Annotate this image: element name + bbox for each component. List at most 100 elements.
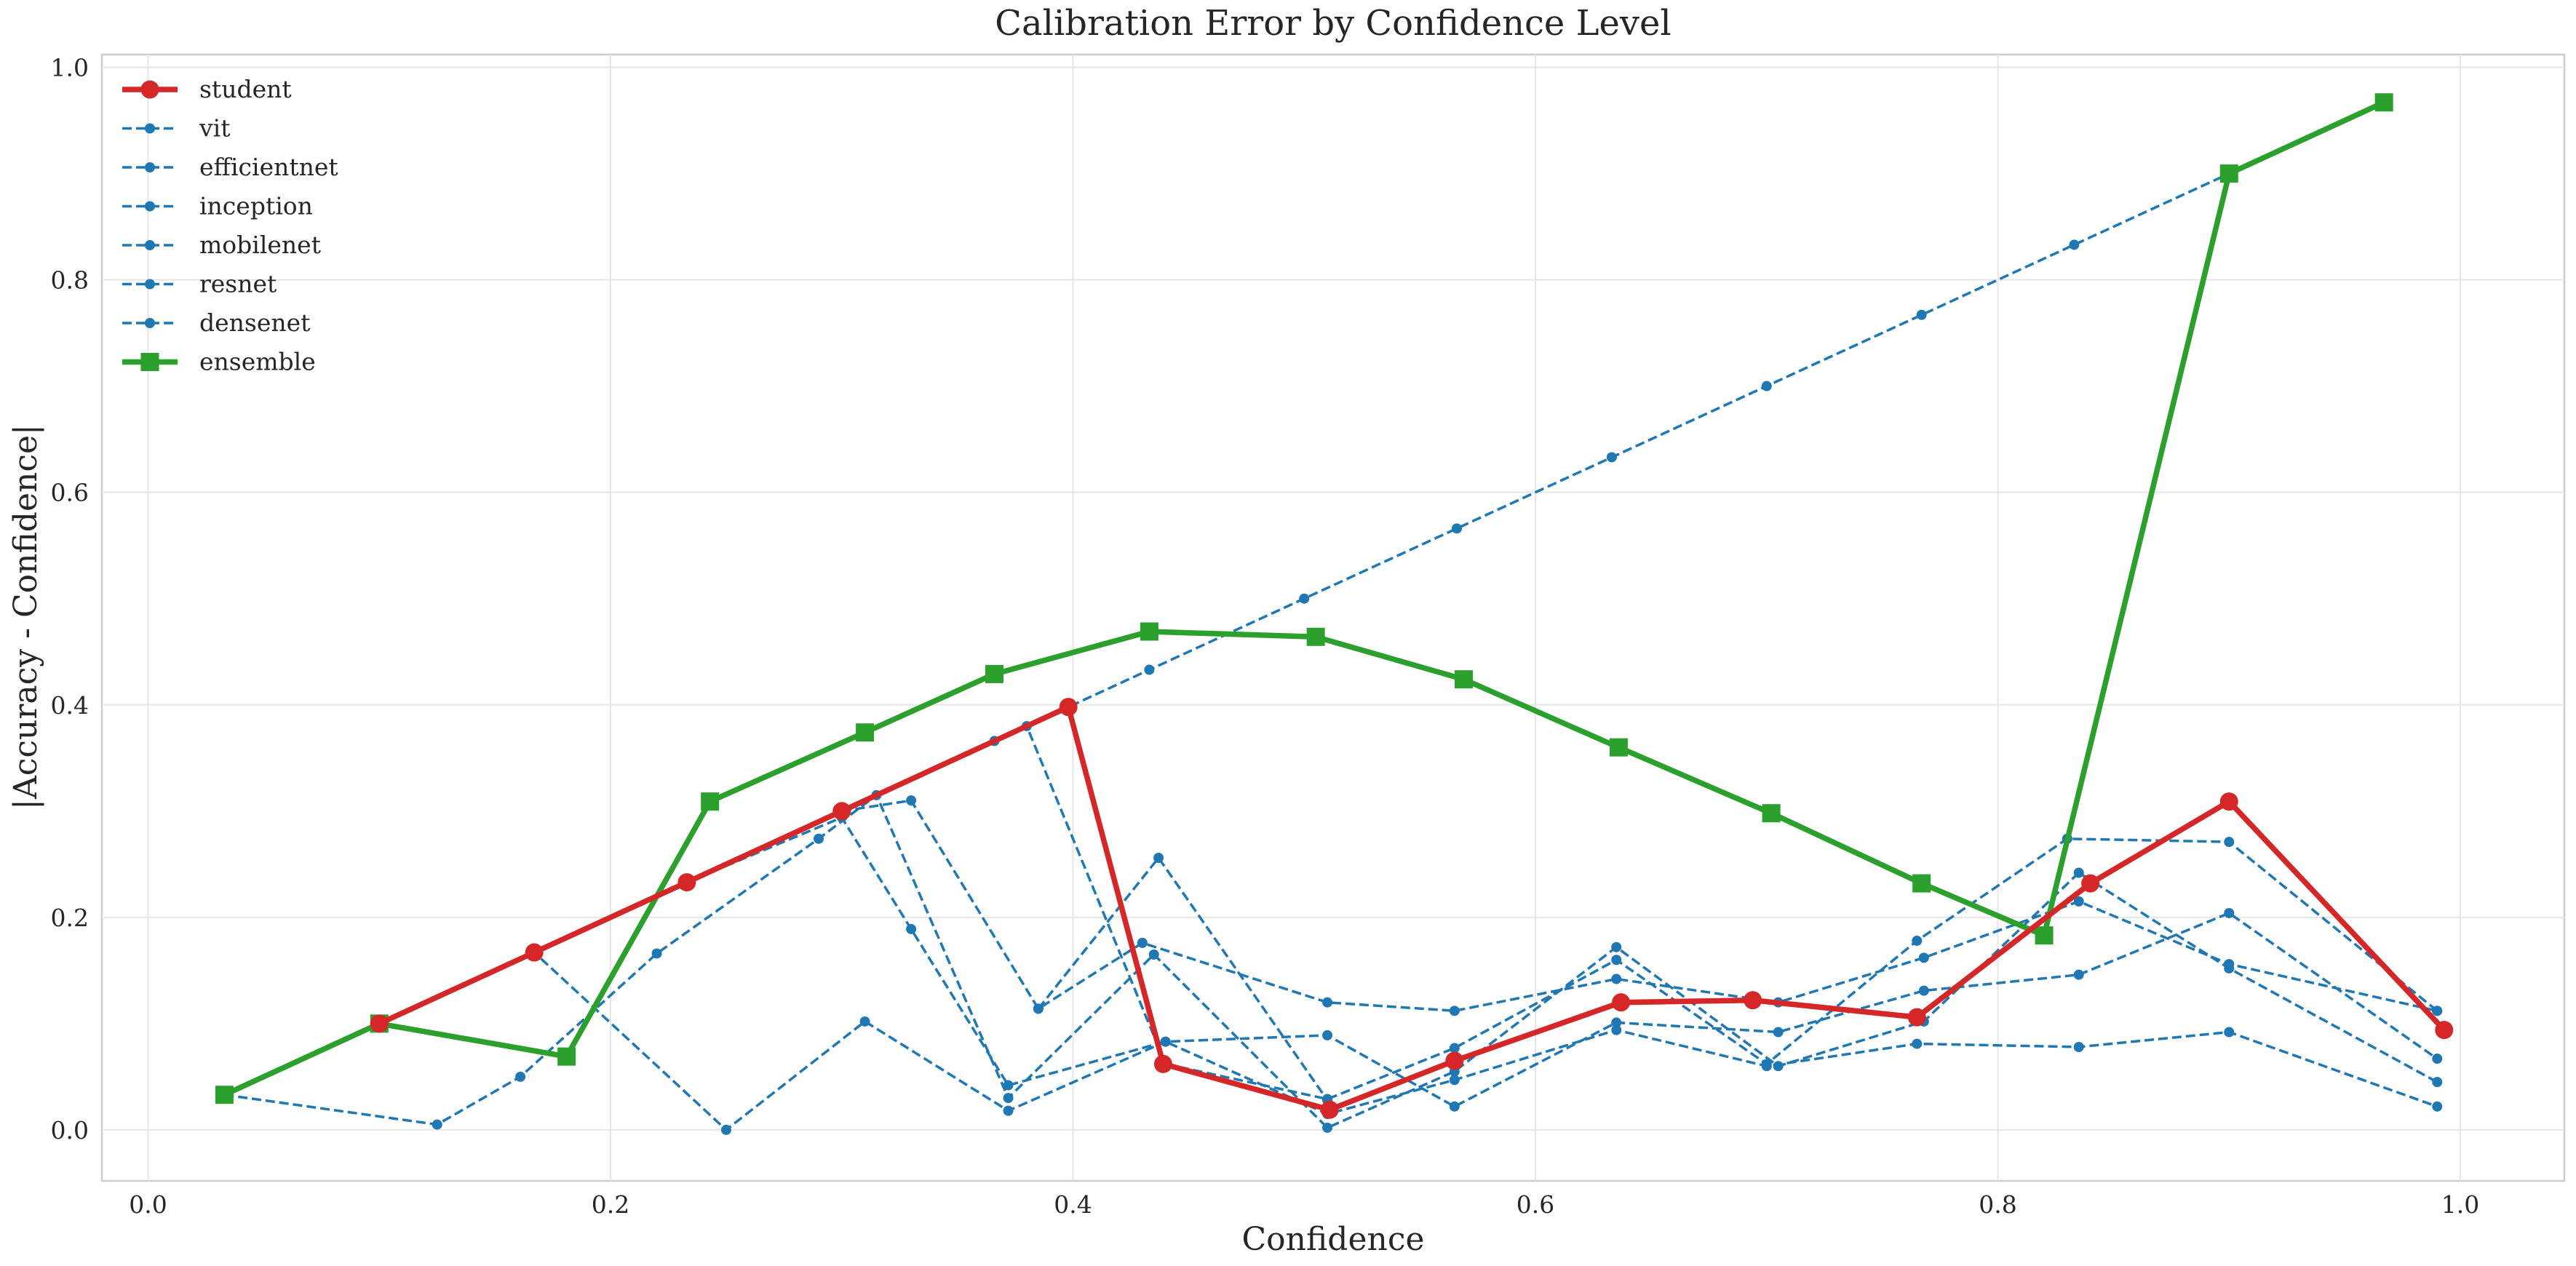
legend: student vit efficientnet inception mobilenet…: [122, 75, 338, 376]
data-point: [1153, 853, 1164, 864]
data-point: [1918, 985, 1929, 996]
data-point: [1003, 1105, 1014, 1116]
x-tick-label: 1.0: [2441, 1190, 2479, 1219]
data-point: [2224, 1027, 2235, 1038]
x-tick-label: 0.2: [592, 1190, 629, 1219]
data-point: [1003, 1093, 1014, 1104]
x-tick-label: 0.0: [129, 1190, 167, 1219]
data-point: [2073, 969, 2084, 980]
data-point: [1299, 593, 1310, 604]
y-tick-label: 1.0: [51, 54, 89, 82]
legend-label: mobilenet: [199, 231, 321, 259]
legend-label: inception: [199, 192, 313, 220]
data-point: [525, 943, 544, 962]
series-layer: [215, 93, 2454, 1135]
data-point: [1762, 804, 1781, 823]
data-point: [1606, 452, 1617, 463]
data-point: [1912, 935, 1923, 946]
x-axis-title: Confidence: [1241, 1221, 1424, 1258]
data-point: [1445, 1051, 1464, 1070]
legend-item-student: student: [122, 75, 292, 103]
data-point: [1322, 997, 1333, 1008]
data-point: [1322, 1030, 1333, 1040]
data-point: [2224, 837, 2235, 848]
data-point: [1449, 1075, 1460, 1086]
data-point: [2224, 907, 2235, 918]
data-point: [832, 802, 851, 821]
legend-marker: [145, 279, 155, 290]
data-point: [1140, 622, 1158, 641]
data-point: [2081, 874, 2100, 893]
data-point: [856, 723, 875, 742]
y-axis-title: |Accuracy - Confidence|: [7, 424, 44, 810]
legend-item-ensemble: ensemble: [122, 348, 316, 376]
data-point: [1611, 955, 1622, 966]
data-point: [1609, 738, 1628, 757]
legend-label: resnet: [199, 270, 277, 298]
legend-label: vit: [199, 114, 230, 143]
data-point: [1449, 1006, 1460, 1016]
legend-label: student: [199, 75, 292, 103]
data-point: [1611, 941, 1622, 952]
data-point: [2073, 896, 2084, 907]
data-point: [2374, 93, 2393, 112]
legend-marker: [140, 353, 159, 371]
data-point: [2432, 1101, 2443, 1112]
x-tick-label: 0.8: [1979, 1190, 2016, 1219]
data-point: [1918, 952, 1929, 963]
data-point: [906, 923, 917, 934]
data-point: [906, 795, 917, 806]
data-point: [1611, 974, 1622, 984]
data-point: [1611, 1017, 1622, 1028]
data-point: [1320, 1100, 1339, 1119]
data-point: [677, 873, 696, 892]
series-mobilenet: [374, 907, 2443, 1135]
data-point: [2432, 1054, 2443, 1064]
series-line-mobilenet: [378, 912, 2438, 1131]
data-point: [557, 1047, 576, 1066]
data-point: [1912, 874, 1931, 893]
data-point: [1003, 1080, 1014, 1091]
series-ensemble: [215, 93, 2393, 1104]
data-point: [1449, 1101, 1460, 1112]
data-point: [2432, 1006, 2443, 1016]
y-tick-labels: 0.0 0.2 0.4 0.6 0.8 1.0: [51, 54, 89, 1144]
data-point: [701, 792, 720, 811]
data-point: [1451, 523, 1462, 534]
data-point: [2035, 926, 2054, 945]
legend-marker: [145, 201, 155, 212]
series-line-extra: [1037, 856, 1329, 1102]
data-point: [985, 664, 1004, 683]
data-point: [2073, 867, 2084, 878]
x-tick-label: 0.4: [1054, 1190, 1092, 1219]
data-point: [1144, 664, 1155, 675]
y-tick-label: 0.2: [51, 904, 89, 932]
chart-title: Calibration Error by Confidence Level: [995, 3, 1671, 44]
data-point: [1160, 1036, 1171, 1047]
y-tick-label: 0.4: [51, 691, 89, 720]
data-point: [1306, 627, 1325, 646]
data-point: [1744, 991, 1762, 1010]
series-line-densenet: [841, 799, 2438, 1013]
x-tick-labels: 0.0 0.2 0.4 0.6 0.8 1.0: [129, 1190, 2479, 1219]
data-point: [1322, 1122, 1333, 1133]
legend-marker: [145, 162, 155, 172]
data-point: [814, 833, 824, 844]
legend-item-vit: vit: [122, 114, 230, 143]
data-point: [859, 1016, 870, 1027]
legend-item-densenet: densenet: [122, 308, 310, 337]
data-point: [1773, 1027, 1784, 1038]
data-point: [2432, 1077, 2443, 1088]
data-point: [1059, 698, 1078, 717]
legend-label: densenet: [199, 308, 310, 337]
data-point: [1449, 1043, 1460, 1054]
legend-label: ensemble: [199, 348, 316, 376]
data-point: [2069, 239, 2080, 250]
data-point: [1033, 1003, 1043, 1014]
legend-item-efficientnet: efficientnet: [122, 153, 338, 181]
legend-marker: [145, 240, 155, 250]
data-point: [1148, 949, 1159, 960]
data-point: [1611, 1024, 1622, 1035]
legend-label: efficientnet: [199, 153, 338, 181]
